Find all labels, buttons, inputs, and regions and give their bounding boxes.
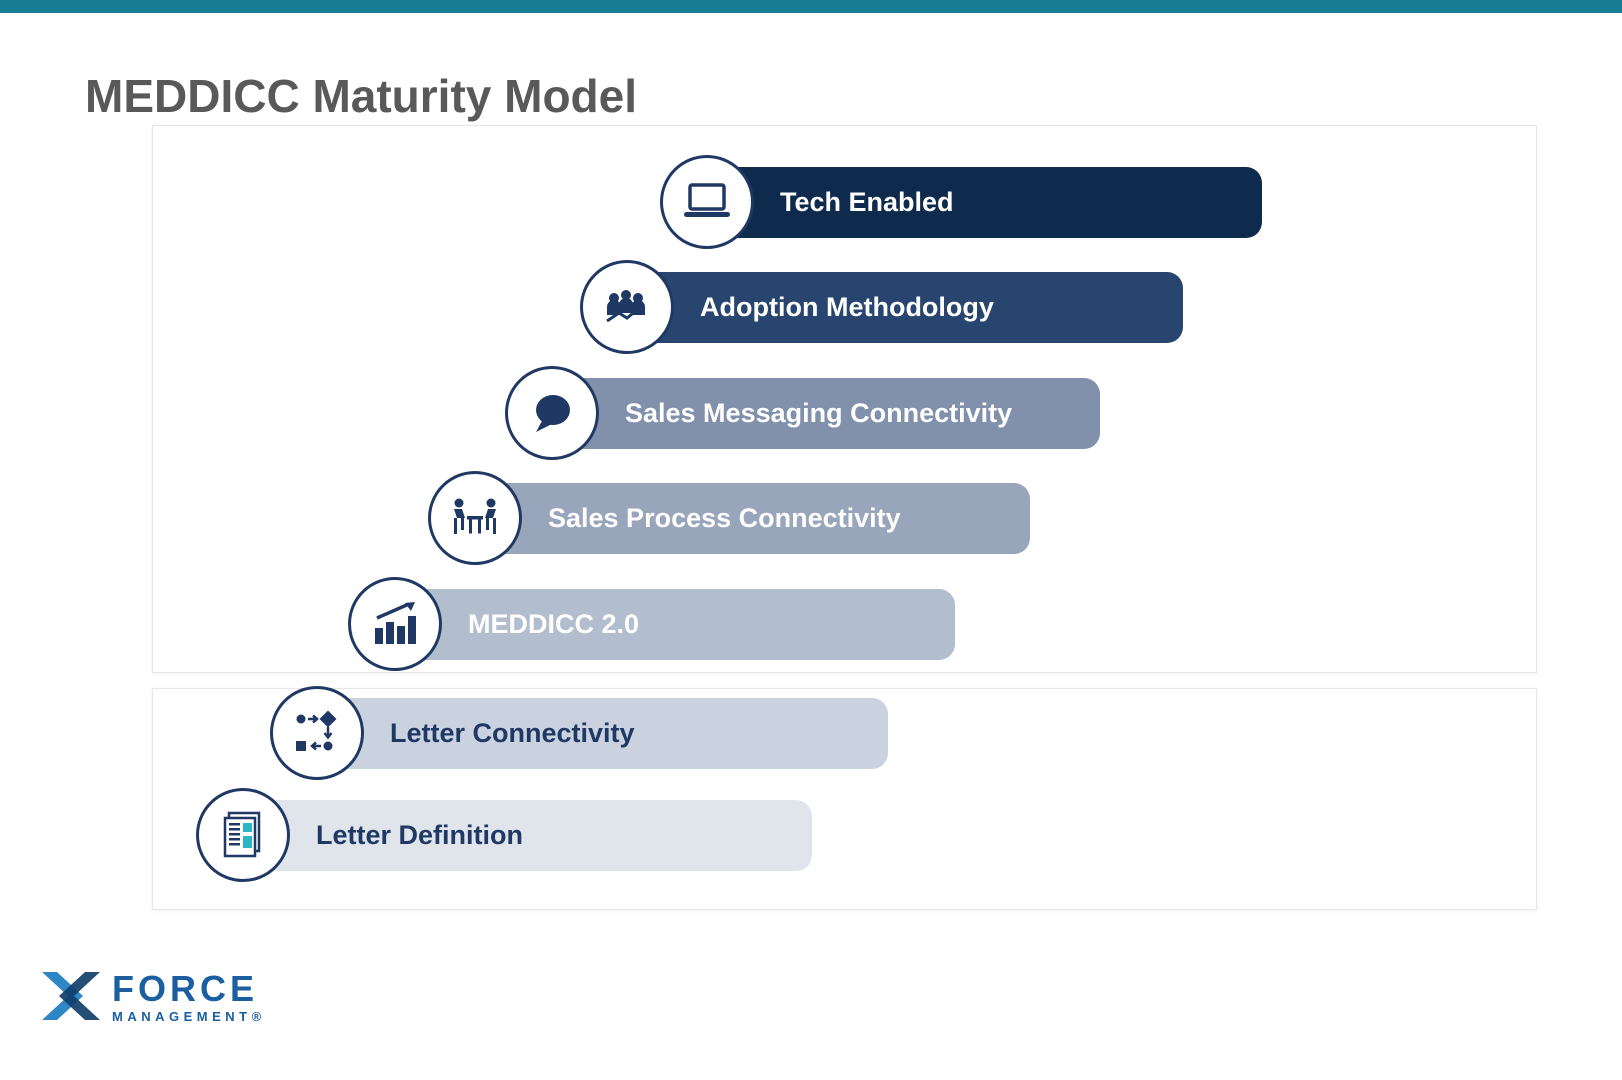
- top-accent-bar: [0, 0, 1622, 13]
- step-bar: [317, 698, 888, 769]
- step-bar: [243, 800, 812, 871]
- speech-bubble-icon: [505, 366, 599, 460]
- laptop-icon: [660, 155, 754, 249]
- step-label: Letter Connectivity: [390, 718, 635, 748]
- step-label: Letter Definition: [316, 820, 523, 850]
- step-bar: [475, 483, 1030, 554]
- step-label: MEDDICC 2.0: [468, 609, 640, 639]
- step-bar: [707, 167, 1262, 238]
- step-bar: [627, 272, 1183, 343]
- logo-text-force: FORCE: [112, 968, 258, 1009]
- document-icon: [196, 788, 290, 882]
- people-growth-icon: [580, 260, 674, 354]
- force-management-logo: FORCE MANAGEMENT®: [40, 970, 266, 1024]
- flowchart-icon: [270, 686, 364, 780]
- force-x-icon: [42, 972, 100, 1020]
- step-label: Sales Process Connectivity: [548, 503, 901, 533]
- logo-text-management: MANAGEMENT®: [112, 1009, 266, 1024]
- meeting-icon: [428, 471, 522, 565]
- page-title: MEDDICC Maturity Model: [85, 69, 637, 122]
- step-label: Adoption Methodology: [700, 292, 994, 322]
- step-label: Tech Enabled: [780, 187, 954, 217]
- bar-chart-icon: [348, 577, 442, 671]
- step-bar: [552, 378, 1100, 449]
- step-label: Sales Messaging Connectivity: [625, 398, 1013, 428]
- step-bar: [395, 589, 955, 660]
